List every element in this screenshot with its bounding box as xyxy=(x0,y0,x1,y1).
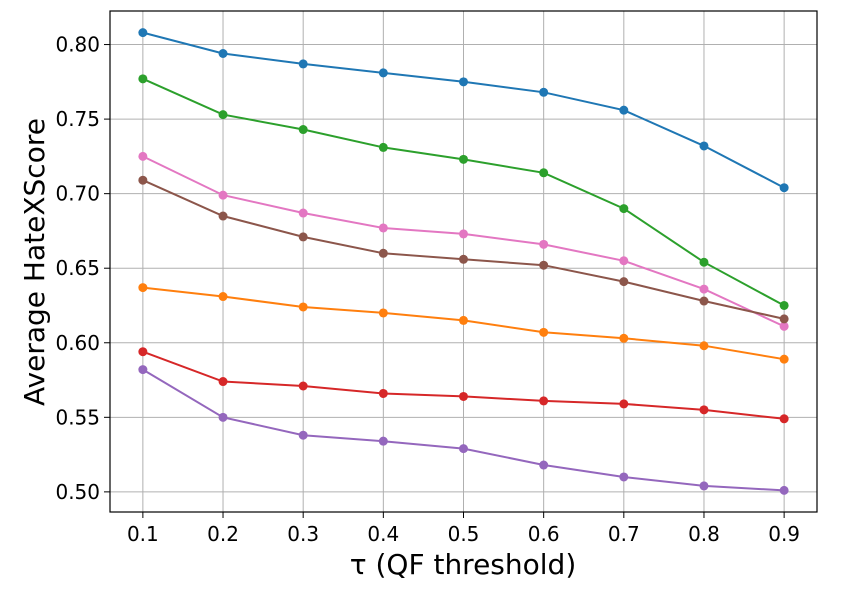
x-tick-label: 0.7 xyxy=(608,522,640,546)
data-point-brown xyxy=(539,260,549,270)
data-point-red xyxy=(539,396,549,406)
data-point-green xyxy=(619,204,629,214)
data-point-pink xyxy=(138,151,148,161)
data-point-blue xyxy=(218,48,228,58)
data-point-brown xyxy=(298,232,308,242)
data-point-blue xyxy=(138,28,148,38)
x-tick-label: 0.6 xyxy=(528,522,560,546)
data-point-green xyxy=(539,168,549,178)
x-tick-label: 0.5 xyxy=(448,522,480,546)
data-point-green xyxy=(699,257,709,267)
data-point-red xyxy=(138,347,148,357)
data-point-purple xyxy=(459,444,468,454)
data-point-pink xyxy=(619,256,629,266)
y-tick-label: 0.80 xyxy=(55,33,100,57)
data-point-green xyxy=(138,74,148,84)
data-point-brown xyxy=(138,175,148,185)
data-point-purple xyxy=(218,412,228,422)
data-point-orange xyxy=(298,302,308,312)
x-tick-label: 0.3 xyxy=(287,522,319,546)
data-point-brown xyxy=(378,248,388,258)
series-blue xyxy=(138,28,789,193)
series-brown xyxy=(138,175,789,324)
data-point-orange xyxy=(699,341,709,351)
data-point-pink xyxy=(539,239,549,249)
x-tick-label: 0.1 xyxy=(127,522,159,546)
data-point-purple xyxy=(619,472,629,482)
tick-layer: 0.1 0.2 0.3 0.4 0.5 0.6 0.7 0.8 0.9 0.50 0.55 0.60 0… xyxy=(55,33,800,546)
data-point-orange xyxy=(539,327,549,337)
data-point-blue xyxy=(699,141,709,151)
data-point-blue xyxy=(539,87,549,97)
data-point-blue xyxy=(298,59,308,69)
data-point-orange xyxy=(218,292,228,302)
data-point-red xyxy=(779,414,789,424)
data-point-red xyxy=(459,391,468,401)
y-tick-label: 0.70 xyxy=(55,182,100,206)
data-point-purple xyxy=(138,365,148,375)
data-point-red xyxy=(699,405,709,415)
y-tick-label: 0.65 xyxy=(55,256,100,280)
data-point-orange xyxy=(619,333,629,343)
x-tick-label: 0.9 xyxy=(768,522,800,546)
series-pink xyxy=(138,151,789,331)
data-point-pink xyxy=(378,223,388,233)
data-point-brown xyxy=(619,277,629,287)
data-point-purple xyxy=(699,481,709,491)
data-point-purple xyxy=(298,430,308,440)
y-tick-label: 0.60 xyxy=(55,331,100,355)
data-point-brown xyxy=(699,296,709,306)
data-point-purple xyxy=(539,460,549,470)
data-point-blue xyxy=(779,183,789,193)
data-point-red xyxy=(619,399,629,409)
data-point-green xyxy=(298,125,308,135)
series-green xyxy=(138,74,789,310)
y-axis-label: Average HateXScore xyxy=(18,118,51,406)
data-point-pink xyxy=(298,208,308,218)
y-tick-label: 0.50 xyxy=(55,480,100,504)
data-point-brown xyxy=(218,211,228,221)
data-point-red xyxy=(298,381,308,391)
x-tick-label: 0.4 xyxy=(367,522,399,546)
series-red xyxy=(138,347,789,424)
data-point-blue xyxy=(378,68,388,78)
data-point-red xyxy=(218,377,228,387)
data-point-pink xyxy=(779,321,789,331)
y-tick-label: 0.55 xyxy=(55,405,100,429)
data-point-purple xyxy=(378,436,388,446)
data-point-pink xyxy=(699,284,709,294)
data-point-pink xyxy=(459,229,468,239)
data-point-purple xyxy=(779,485,789,495)
x-axis-label: τ (QF threshold) xyxy=(350,548,577,581)
data-point-blue xyxy=(459,77,468,87)
data-point-orange xyxy=(378,308,388,318)
x-tick-label: 0.8 xyxy=(688,522,720,546)
data-point-brown xyxy=(779,314,789,324)
data-point-green xyxy=(459,154,468,164)
data-point-orange xyxy=(779,354,789,364)
series-purple xyxy=(138,365,789,495)
data-point-orange xyxy=(138,283,148,293)
data-point-orange xyxy=(459,315,468,325)
data-point-green xyxy=(378,142,388,152)
data-point-pink xyxy=(218,190,228,200)
data-point-red xyxy=(378,388,388,398)
data-point-brown xyxy=(459,254,468,264)
y-tick-label: 0.75 xyxy=(55,107,100,131)
series-orange xyxy=(138,283,789,364)
series-layer xyxy=(138,28,789,495)
data-point-blue xyxy=(619,105,629,115)
data-point-green xyxy=(779,300,789,310)
x-tick-label: 0.2 xyxy=(207,522,239,546)
data-point-green xyxy=(218,110,228,120)
